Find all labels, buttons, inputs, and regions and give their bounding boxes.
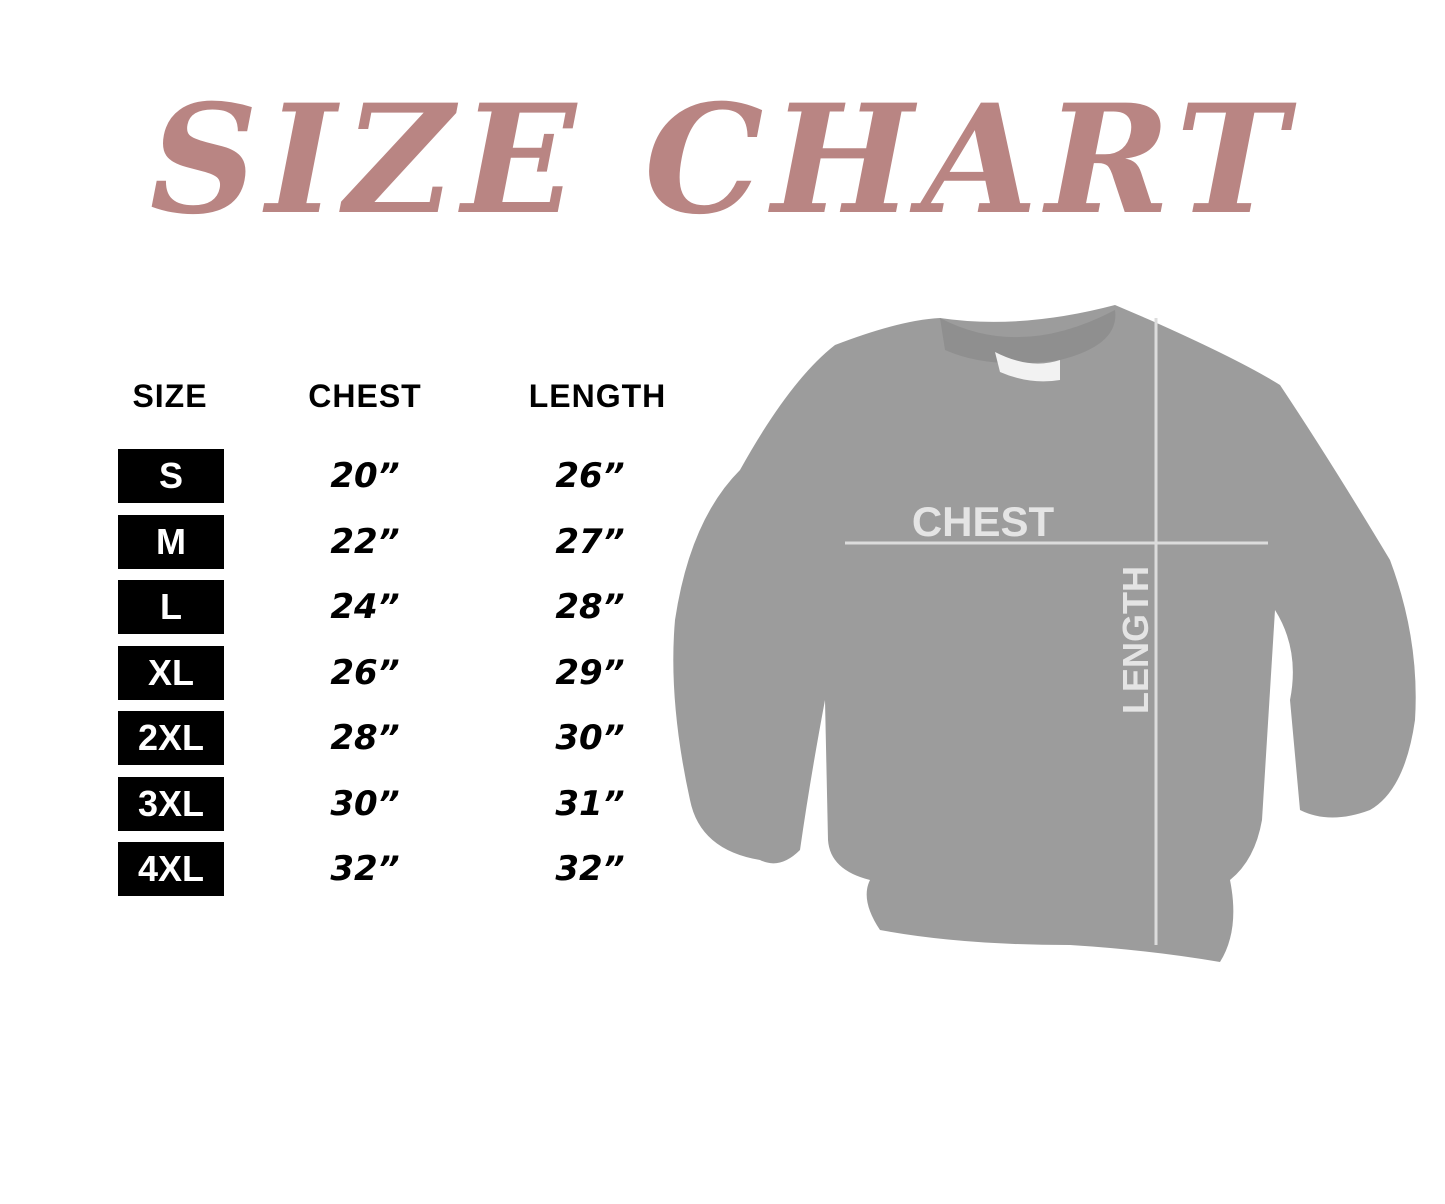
table-row: 4XL 32” 32”	[0, 842, 700, 896]
chest-value: 26”	[330, 652, 400, 693]
chest-label: CHEST	[912, 498, 1055, 545]
length-value: 26”	[555, 456, 625, 496]
size-badge: L	[118, 580, 224, 634]
inner-collar	[995, 352, 1060, 382]
header-chest: CHEST	[308, 378, 422, 414]
chest-value: 32”	[330, 849, 400, 889]
chest-value: 30”	[330, 783, 400, 824]
table-row: 3XL 30” 31”	[0, 776, 700, 831]
header-length: LENGTH	[528, 378, 667, 414]
length-value: 31”	[555, 783, 625, 824]
page-title: SIZE CHART	[149, 72, 1296, 248]
size-badge: M	[118, 514, 224, 569]
chest-value: 20”	[330, 456, 400, 496]
chest-value: 24”	[330, 587, 400, 627]
table-row: 2XL 28” 30”	[0, 711, 700, 765]
chest-value: 28”	[330, 718, 400, 758]
length-value: 30”	[555, 718, 625, 758]
header-size: SIZE	[132, 378, 208, 414]
size-badge: S	[118, 449, 224, 503]
table-row: S 20” 26”	[0, 449, 700, 503]
neckline	[940, 310, 1116, 364]
table-row: L 24” 28”	[0, 580, 700, 634]
size-badge: XL	[118, 645, 224, 700]
length-label: LENGTH	[1115, 566, 1156, 714]
length-value: 29”	[555, 652, 625, 693]
size-badge: 4XL	[118, 842, 224, 896]
length-value: 32”	[555, 849, 625, 889]
size-badge: 3XL	[118, 776, 224, 831]
table-row: XL 26” 29”	[0, 645, 700, 700]
size-badge: 2XL	[118, 711, 224, 765]
sweatshirt-image	[673, 305, 1416, 962]
length-value: 28”	[555, 587, 625, 627]
chest-value: 22”	[330, 521, 400, 562]
length-value: 27”	[555, 521, 625, 562]
table-row: M 22” 27”	[0, 514, 700, 569]
